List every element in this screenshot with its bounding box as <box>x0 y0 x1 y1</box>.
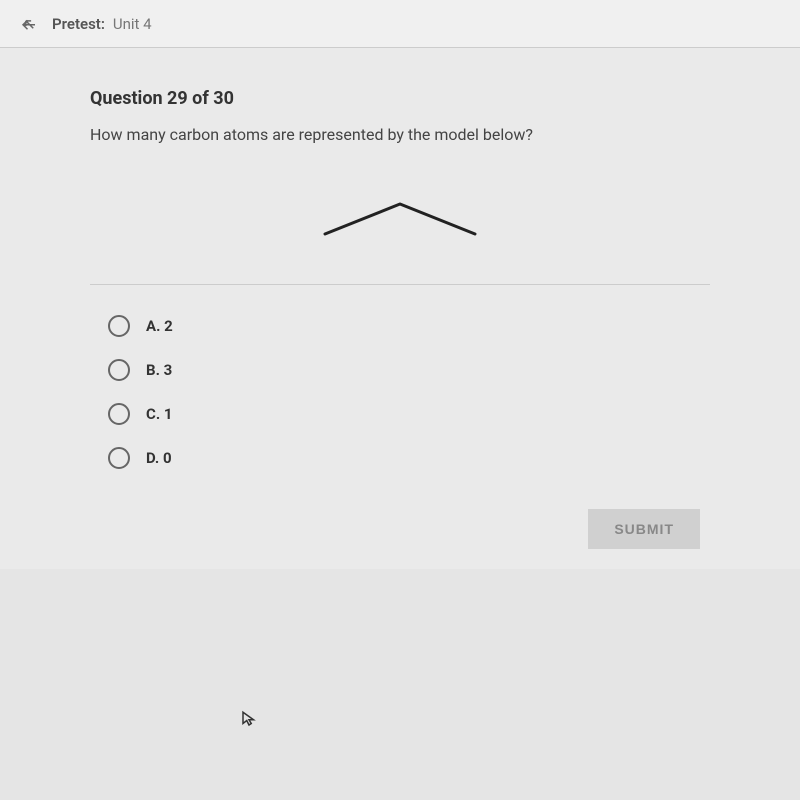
divider <box>90 284 710 285</box>
molecule-svg <box>320 199 480 239</box>
option-b[interactable]: B. 3 <box>108 359 710 381</box>
option-c[interactable]: C. 1 <box>108 403 710 425</box>
option-d[interactable]: D. 0 <box>108 447 710 469</box>
option-a-label: A. 2 <box>146 317 173 335</box>
unit-label: Unit 4 <box>113 15 152 33</box>
submit-button[interactable]: SUBMIT <box>588 509 700 549</box>
molecule-diagram <box>90 174 710 264</box>
top-bar: Pretest: Unit 4 <box>0 0 800 48</box>
option-d-label: D. 0 <box>146 449 172 467</box>
option-a[interactable]: A. 2 <box>108 315 710 337</box>
pretest-label: Pretest: <box>52 15 105 33</box>
radio-b[interactable] <box>108 359 130 381</box>
radio-c[interactable] <box>108 403 130 425</box>
content-area: Question 29 of 30 How many carbon atoms … <box>0 48 800 569</box>
pretest-title: Pretest: Unit 4 <box>52 14 152 33</box>
question-prompt: How many carbon atoms are represented by… <box>90 125 710 144</box>
options-list: A. 2 B. 3 C. 1 D. 0 <box>90 315 710 469</box>
option-c-label: C. 1 <box>146 405 173 423</box>
back-icon[interactable] <box>20 15 38 33</box>
cursor-icon <box>240 710 258 728</box>
question-number: Question 29 of 30 <box>90 88 710 109</box>
radio-d[interactable] <box>108 447 130 469</box>
option-b-label: B. 3 <box>146 361 172 379</box>
submit-row: SUBMIT <box>90 509 710 549</box>
radio-a[interactable] <box>108 315 130 337</box>
